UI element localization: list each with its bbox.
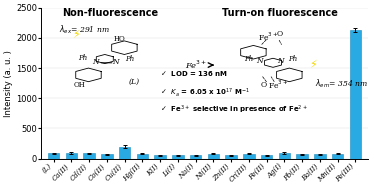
Bar — [190, 155, 201, 159]
Text: HO: HO — [114, 35, 125, 43]
Bar — [279, 153, 290, 159]
Text: N: N — [257, 57, 263, 65]
Text: Ph: Ph — [288, 55, 297, 63]
Text: $\checkmark$  LOD = 136 nM: $\checkmark$ LOD = 136 nM — [160, 69, 228, 78]
Text: O: O — [276, 30, 283, 38]
Bar — [296, 154, 308, 159]
Bar — [172, 155, 184, 159]
Text: $\checkmark$  $K_a$ = 6.05 x 10$^{17}$ M$^{-1}$: $\checkmark$ $K_a$ = 6.05 x 10$^{17}$ M$… — [160, 86, 251, 99]
Text: Fe$^{3+}$: Fe$^{3+}$ — [258, 30, 278, 42]
Text: Ph: Ph — [78, 54, 87, 62]
Text: N: N — [277, 57, 284, 65]
Bar — [136, 154, 148, 159]
Text: $\checkmark$  Fe$^{3+}$ selective in presence of Fe$^{2+}$: $\checkmark$ Fe$^{3+}$ selective in pres… — [160, 104, 308, 116]
Bar — [261, 155, 272, 159]
Y-axis label: Intensity (a. u. ): Intensity (a. u. ) — [4, 50, 13, 117]
Text: Fe$^{3+}$: Fe$^{3+}$ — [268, 79, 288, 91]
Text: ⚡: ⚡ — [309, 60, 317, 70]
Text: N: N — [112, 58, 119, 66]
Text: N: N — [92, 58, 99, 66]
Text: O: O — [261, 81, 267, 89]
Text: Fe$^{3+}$: Fe$^{3+}$ — [185, 59, 213, 71]
Text: Turn-on fluorescence: Turn-on fluorescence — [222, 8, 338, 18]
Text: Non-fluorescence: Non-fluorescence — [62, 8, 158, 18]
Text: $\lambda_{ex}$= 291 nm: $\lambda_{ex}$= 291 nm — [59, 24, 110, 36]
Bar — [154, 155, 166, 159]
Text: ⚡: ⚡ — [73, 30, 80, 40]
Bar — [332, 154, 343, 159]
Bar — [350, 30, 361, 159]
Bar — [225, 155, 237, 159]
Text: Ph: Ph — [125, 55, 134, 63]
Bar — [243, 154, 254, 159]
Bar — [101, 155, 113, 159]
Bar — [208, 154, 219, 159]
Bar — [314, 154, 325, 159]
Text: Ph: Ph — [244, 55, 253, 63]
Text: (L): (L) — [129, 78, 140, 86]
Bar — [119, 147, 130, 159]
Bar — [48, 153, 59, 159]
Bar — [83, 153, 95, 159]
Bar — [65, 153, 77, 159]
Text: $\lambda_{em}$= 354 nm: $\lambda_{em}$= 354 nm — [316, 78, 369, 90]
Text: OH: OH — [73, 81, 85, 89]
